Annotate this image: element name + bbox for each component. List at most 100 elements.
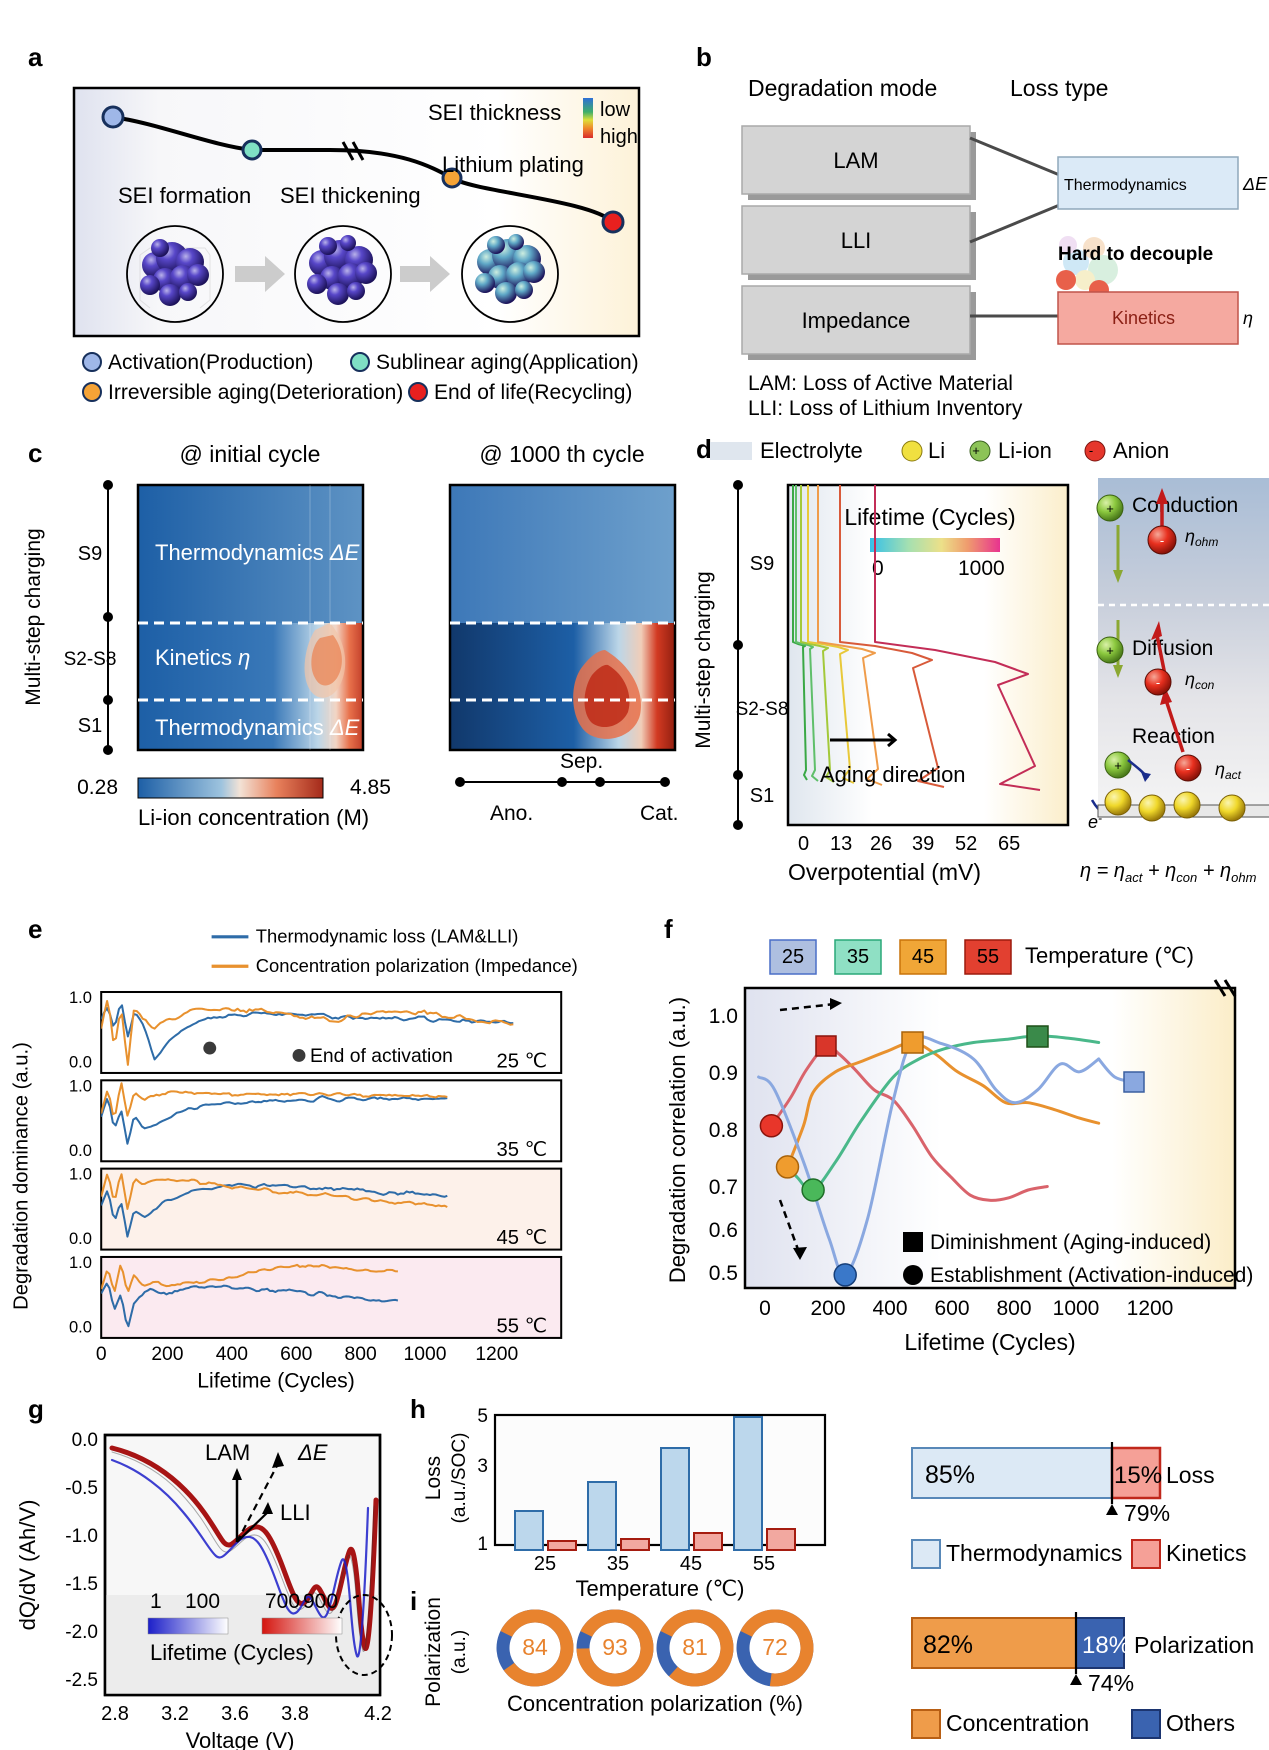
svg-text:End of activation: End of activation bbox=[310, 1046, 453, 1067]
svg-text:Concentration: Concentration bbox=[946, 1710, 1089, 1736]
svg-text:1.0: 1.0 bbox=[709, 1005, 738, 1028]
svg-text:45: 45 bbox=[680, 1553, 702, 1575]
svg-text:200: 200 bbox=[151, 1344, 183, 1365]
svg-text:18%: 18% bbox=[1082, 1632, 1130, 1659]
svg-text:Establishment (Activation-indu: Establishment (Activation-induced) bbox=[930, 1264, 1253, 1287]
svg-text:Concentration polarization (Im: Concentration polarization (Impedance) bbox=[256, 955, 578, 976]
svg-text:0.9: 0.9 bbox=[709, 1062, 738, 1085]
svg-text:0.8: 0.8 bbox=[709, 1119, 738, 1142]
svg-text:S1: S1 bbox=[78, 715, 102, 737]
svg-text:Irreversible aging(Deteriorati: Irreversible aging(Deterioration) bbox=[108, 381, 403, 404]
svg-text:1.0: 1.0 bbox=[69, 988, 92, 1007]
svg-text:Diminishment (Aging-induced): Diminishment (Aging-induced) bbox=[930, 1231, 1211, 1254]
svg-text:85%: 85% bbox=[925, 1461, 975, 1489]
svg-text:Multi-step charging: Multi-step charging bbox=[22, 528, 45, 705]
svg-text:1: 1 bbox=[150, 1590, 162, 1613]
svg-text:0.6: 0.6 bbox=[709, 1219, 738, 1242]
svg-text:LLI: Loss of Lithium Inventory: LLI: Loss of Lithium Inventory bbox=[748, 397, 1023, 420]
svg-text:S9: S9 bbox=[78, 543, 102, 565]
svg-text:800: 800 bbox=[996, 1297, 1031, 1320]
svg-text:-2.5: -2.5 bbox=[65, 1670, 98, 1691]
svg-text:Polarization: Polarization bbox=[1134, 1632, 1254, 1658]
svg-text:Kinetics: Kinetics bbox=[1166, 1540, 1247, 1566]
svg-text:-1.5: -1.5 bbox=[65, 1574, 98, 1595]
svg-text:Ano.: Ano. bbox=[490, 802, 533, 825]
svg-text:Sep.: Sep. bbox=[560, 750, 603, 773]
svg-text:Thermodynamic loss (LAM&LLI): Thermodynamic loss (LAM&LLI) bbox=[256, 925, 519, 946]
svg-text:Thermodynamics ΔE: Thermodynamics ΔE bbox=[155, 715, 360, 740]
svg-text:2.8: 2.8 bbox=[101, 1703, 129, 1725]
svg-text:0.7: 0.7 bbox=[709, 1176, 738, 1199]
svg-text:LAM: LAM bbox=[205, 1440, 250, 1465]
svg-text:3: 3 bbox=[477, 1456, 488, 1477]
svg-text:25: 25 bbox=[782, 946, 804, 968]
svg-text:Voltage (V): Voltage (V) bbox=[186, 1728, 295, 1750]
svg-text:dQ/dV (Ah/V): dQ/dV (Ah/V) bbox=[15, 1500, 40, 1631]
svg-text:0.0: 0.0 bbox=[69, 1141, 92, 1160]
svg-text:74%: 74% bbox=[1088, 1670, 1134, 1696]
svg-text:72: 72 bbox=[762, 1634, 788, 1660]
svg-text:5: 5 bbox=[477, 1406, 488, 1427]
svg-text:-: - bbox=[1156, 675, 1160, 690]
svg-text:Lifetime (Cycles): Lifetime (Cycles) bbox=[904, 1329, 1075, 1355]
svg-text:Sublinear aging(Application): Sublinear aging(Application) bbox=[376, 351, 639, 374]
svg-text:Thermodynamics: Thermodynamics bbox=[1064, 177, 1187, 194]
svg-text:+: + bbox=[1106, 643, 1114, 658]
svg-text:4.85: 4.85 bbox=[350, 776, 391, 799]
svg-text:55: 55 bbox=[753, 1553, 775, 1575]
svg-text:81: 81 bbox=[682, 1634, 708, 1660]
svg-text:-: - bbox=[1160, 533, 1164, 548]
svg-text:100: 100 bbox=[185, 1590, 220, 1613]
svg-text:Kinetics: Kinetics bbox=[1112, 308, 1175, 328]
svg-text:1200: 1200 bbox=[475, 1344, 518, 1365]
svg-text:Polarization: Polarization bbox=[422, 1597, 445, 1707]
svg-text:15%: 15% bbox=[1114, 1462, 1162, 1489]
svg-text:400: 400 bbox=[872, 1297, 907, 1320]
svg-text:0.0: 0.0 bbox=[69, 1229, 92, 1248]
svg-text:0.28: 0.28 bbox=[77, 776, 118, 799]
svg-text:25 ℃: 25 ℃ bbox=[497, 1050, 548, 1072]
svg-text:700: 700 bbox=[265, 1590, 300, 1613]
svg-text:Temperature (℃): Temperature (℃) bbox=[1025, 943, 1194, 968]
svg-text:400: 400 bbox=[216, 1344, 248, 1365]
svg-text:93: 93 bbox=[602, 1634, 628, 1660]
svg-text:1000: 1000 bbox=[404, 1344, 447, 1365]
svg-text:79%: 79% bbox=[1124, 1500, 1170, 1526]
svg-text:Loss: Loss bbox=[1166, 1462, 1215, 1488]
svg-text:0: 0 bbox=[759, 1297, 771, 1320]
svg-text:η: η bbox=[1243, 308, 1253, 328]
svg-text:ΔE: ΔE bbox=[1242, 174, 1268, 194]
svg-text:LAM: LAM bbox=[833, 148, 878, 173]
svg-text:1200: 1200 bbox=[1127, 1297, 1174, 1320]
svg-text:Others: Others bbox=[1166, 1710, 1235, 1736]
svg-text:Concentration polarization (%): Concentration polarization (%) bbox=[507, 1691, 803, 1716]
svg-text:Thermodynamics ΔE: Thermodynamics ΔE bbox=[155, 540, 360, 565]
svg-text:Hard to decouple: Hard to decouple bbox=[1058, 244, 1213, 265]
svg-text:End of life(Recycling): End of life(Recycling) bbox=[434, 381, 632, 404]
svg-text:Degradation dominance (a.u.): Degradation dominance (a.u.) bbox=[11, 1042, 33, 1310]
svg-text:3.8: 3.8 bbox=[281, 1703, 309, 1725]
svg-text:35: 35 bbox=[847, 946, 869, 968]
svg-text:Activation(Production): Activation(Production) bbox=[108, 351, 313, 374]
svg-text:Loss type: Loss type bbox=[1010, 75, 1108, 101]
svg-text:Lifetime (Cycles): Lifetime (Cycles) bbox=[150, 1640, 314, 1665]
svg-text:@ 1000 th cycle: @ 1000 th cycle bbox=[479, 441, 644, 467]
svg-text:35 ℃: 35 ℃ bbox=[497, 1139, 548, 1161]
svg-text:1.0: 1.0 bbox=[69, 1165, 92, 1184]
svg-text:+: + bbox=[1114, 758, 1122, 773]
svg-text:S2-S8: S2-S8 bbox=[64, 649, 117, 670]
svg-text:0.0: 0.0 bbox=[72, 1430, 98, 1451]
svg-text:3.6: 3.6 bbox=[221, 1703, 249, 1725]
svg-text:0.0: 0.0 bbox=[69, 1317, 92, 1336]
svg-text:@ initial cycle: @ initial cycle bbox=[180, 441, 321, 467]
svg-text:0.0: 0.0 bbox=[69, 1052, 92, 1071]
svg-text:84: 84 bbox=[522, 1634, 548, 1660]
svg-text:Impedance: Impedance bbox=[802, 308, 911, 333]
svg-text:1.0: 1.0 bbox=[69, 1076, 92, 1095]
svg-text:600: 600 bbox=[280, 1344, 312, 1365]
svg-text:Degradation correlation (a.u.): Degradation correlation (a.u.) bbox=[665, 997, 690, 1283]
svg-text:55: 55 bbox=[977, 946, 999, 968]
svg-text:45: 45 bbox=[912, 946, 934, 968]
svg-text:200: 200 bbox=[810, 1297, 845, 1320]
svg-text:Conduction: Conduction bbox=[1132, 494, 1238, 517]
